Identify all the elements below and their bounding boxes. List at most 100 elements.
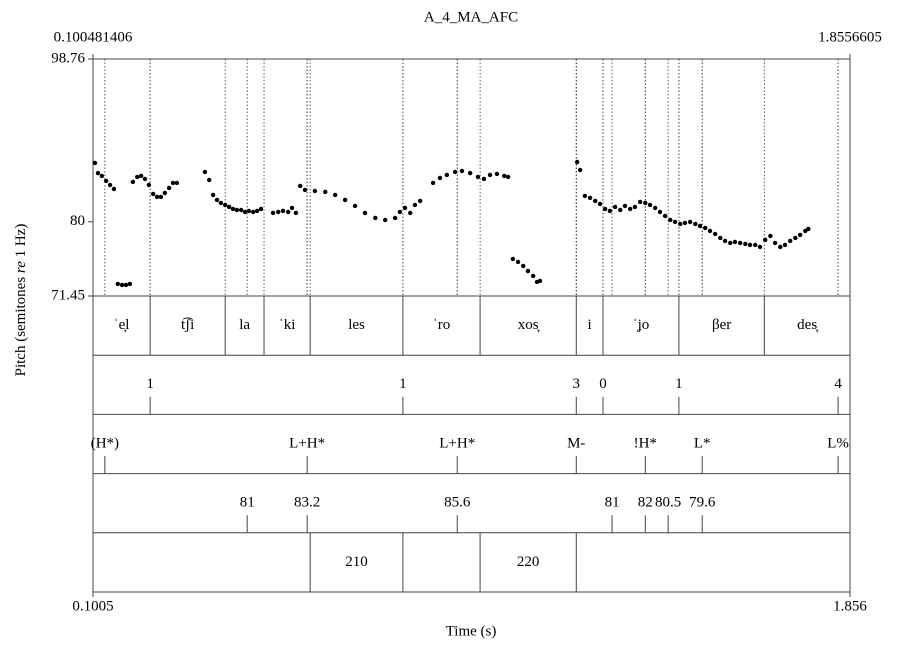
point-label: L% [827,435,849,451]
pitch-point [647,202,653,208]
pitch-point [502,173,507,179]
point-label: L+H* [289,435,325,451]
pitch-point [202,169,208,175]
pitch-point [762,237,768,243]
pitch-point [207,177,212,183]
pitch-point [174,180,180,186]
point-label: (H*) [91,435,119,451]
pitch-point [412,202,418,208]
y-label-part: 1 Hz) [13,224,29,262]
pitch-point [772,240,778,246]
pitch-point [142,176,148,182]
pitch-point [593,198,598,204]
pitch-point [123,282,129,288]
y-tick-label: 71.45 [51,287,85,303]
pitch-point [577,167,583,173]
point-label: L* [694,435,711,451]
pitch-point [402,205,408,211]
pitch-point [757,244,763,250]
pitch-point [397,209,403,215]
pitch-point [92,160,98,166]
pitch-point [312,188,318,194]
interval-label: t͡ʃi [181,317,194,333]
interval-label: les [348,317,365,333]
pitch-point [574,159,580,165]
interval-label: xos̞ [518,317,541,333]
point-label: 80.5 [655,495,681,511]
pitch-point [582,193,588,199]
pitch-point [95,170,101,176]
point-label: 1 [146,376,154,392]
y-tick-label: 98.76 [51,50,85,66]
pitch-point [718,235,723,241]
pitch-point [437,175,443,181]
pitch-point [743,241,748,247]
pitch-point [383,217,388,223]
point-label: 1 [675,376,683,392]
point-label: 1 [399,376,407,392]
pitch-point [430,180,436,186]
pitch-point [475,174,481,180]
pitch-point [332,192,338,198]
pitch-point [111,186,117,192]
pitch-point [99,173,105,179]
pitch-point [787,238,793,244]
x-tick-label: 1.856 [833,598,867,614]
pitch-point [210,192,216,198]
y-tick-label: 80 [70,213,85,229]
x2-tick-label: 1.8556605 [818,29,882,45]
pitch-point [373,215,378,221]
point-label: M- [567,435,585,451]
pitch-point [707,228,713,234]
pitch-point [682,220,688,226]
pitch-point [732,239,738,245]
pitch-point [162,190,168,196]
interval-label: ˈʝo [633,317,650,333]
interval-label: i [588,317,592,333]
pitch-point [487,172,493,178]
pitch-point [150,191,156,197]
pitch-point [481,176,487,182]
y-axis-label: Pitch (semitones re 1 Hz) [13,224,29,377]
pitch-point [285,209,291,215]
x2-tick-label: 0.100481406 [54,29,133,45]
pitch-point [657,209,663,215]
point-label: 4 [834,376,842,392]
interval-label: βer [712,317,731,333]
pitch-point [154,194,160,200]
pitch-point [602,206,608,212]
pitch-point [668,217,673,223]
plot-frame [92,58,851,593]
pitch-point [612,204,618,210]
pitch-point [467,170,473,176]
y-label-part: Pitch (semitones [13,273,29,376]
pitch-point [618,207,623,213]
pitch-point [627,206,633,212]
pitch-point [258,206,264,212]
pitch-point [637,199,643,205]
pitch-point [115,281,121,287]
point-label: 3 [573,376,581,392]
pitch-point [703,225,708,231]
pitch-point [793,235,798,241]
point-label: 85.6 [444,495,471,511]
pitch-point [130,179,136,185]
pitch-point [632,204,638,210]
point-label: 81 [605,495,620,511]
pitch-point [622,203,628,209]
pitch-point [662,213,668,219]
pitch-point [417,198,423,204]
point-label: 83.2 [294,495,320,511]
pitch-point [607,208,613,214]
pitch-point [135,174,140,180]
pitch-point [170,180,176,186]
pitch-point [302,187,308,193]
pitch-point [214,197,220,203]
point-label: 81 [240,495,255,511]
interval-label: 210 [345,554,368,570]
pitch-point [537,278,543,284]
pitch-point [678,221,683,227]
point-label: !H* [634,435,657,451]
pitch-point [392,215,398,221]
